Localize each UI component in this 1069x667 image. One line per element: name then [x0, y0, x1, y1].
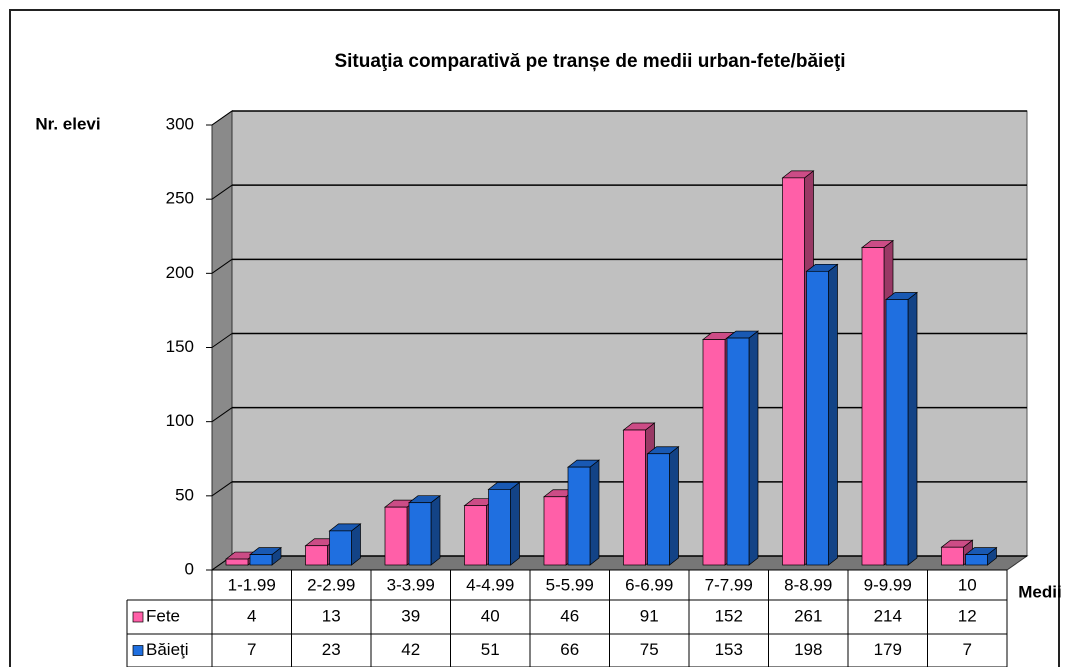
- grid-line: [211, 258, 233, 274]
- legend-swatch: [132, 611, 144, 623]
- table-value: 4: [247, 606, 256, 625]
- bar: [464, 505, 487, 566]
- bar: [885, 299, 909, 566]
- bar: [249, 554, 273, 566]
- x-tick-label: 1-1.99: [228, 575, 276, 594]
- x-tick-label: 10: [958, 575, 977, 594]
- legend-label: Fete: [146, 606, 180, 625]
- bar: [567, 466, 591, 566]
- bar-side: [669, 446, 679, 566]
- bar: [782, 177, 805, 566]
- bar: [726, 337, 750, 566]
- grid-line: [211, 110, 233, 126]
- x-tick-label: 7-7.99: [705, 575, 753, 594]
- bar: [647, 453, 670, 566]
- bar: [305, 545, 328, 566]
- grid-line: [211, 333, 233, 348]
- y-tick-label: 100: [166, 411, 194, 430]
- x-tick-label: 2-2.99: [307, 575, 355, 594]
- y-tick-label: 150: [166, 337, 194, 356]
- chart-title: Situaţia comparativă pe tranșe de medii …: [334, 51, 845, 72]
- legend-label: Băieţi: [146, 640, 189, 659]
- bar: [329, 530, 352, 566]
- table-value: 39: [401, 606, 420, 625]
- x-tick-label: 5-5.99: [546, 575, 594, 594]
- table-value: 51: [481, 640, 500, 659]
- y-tick-label: 50: [175, 485, 194, 504]
- bar: [965, 554, 988, 566]
- y-tick-label: 250: [166, 189, 194, 208]
- bar: [941, 546, 964, 566]
- bar-side: [510, 481, 520, 566]
- table-value: 75: [640, 640, 659, 659]
- bar: [623, 429, 646, 566]
- x-tick-label: 9-9.99: [864, 575, 912, 594]
- grid-line: [211, 407, 233, 423]
- table-value: 152: [715, 606, 743, 625]
- bar: [225, 558, 249, 566]
- bar: [488, 489, 511, 566]
- table-value: 153: [715, 640, 743, 659]
- x-axis-label: Medii: [1018, 582, 1061, 601]
- x-tick-label: 6-6.99: [625, 575, 673, 594]
- y-tick-label: 200: [166, 263, 194, 282]
- bar: [702, 339, 726, 566]
- table-value: 91: [640, 606, 659, 625]
- y-axis-label: Nr. elevi: [35, 114, 100, 133]
- table-value: 42: [401, 640, 420, 659]
- x-tick-label: 8-8.99: [784, 575, 832, 594]
- bar-side: [907, 291, 918, 566]
- bar-side: [589, 459, 600, 566]
- bar: [408, 502, 432, 566]
- table-value: 7: [247, 640, 256, 659]
- grid-line: [211, 481, 233, 497]
- table-value: 46: [560, 606, 579, 625]
- table-value: 12: [958, 606, 977, 625]
- table-value: 261: [794, 606, 822, 625]
- table-value: 13: [322, 606, 341, 625]
- bar-side: [748, 330, 759, 566]
- table-value: 214: [874, 606, 902, 625]
- table-value: 66: [560, 640, 579, 659]
- y-tick-label: 0: [185, 559, 194, 578]
- legend-swatch: [132, 645, 144, 656]
- table-value: 40: [481, 606, 500, 625]
- x-tick-label: 3-3.99: [387, 575, 435, 594]
- x-tick-label: 4-4.99: [466, 575, 514, 594]
- table-value: 23: [322, 640, 341, 659]
- bar: [384, 506, 408, 566]
- bar: [861, 247, 885, 566]
- bar: [543, 496, 567, 566]
- bar-side: [430, 494, 441, 566]
- table-value: 7: [963, 640, 972, 659]
- grid-line: [211, 184, 233, 200]
- bar: [806, 270, 829, 566]
- table-value: 198: [794, 640, 822, 659]
- bar-side: [828, 263, 838, 566]
- y-tick-label: 300: [166, 114, 194, 133]
- table-value: 179: [874, 640, 902, 659]
